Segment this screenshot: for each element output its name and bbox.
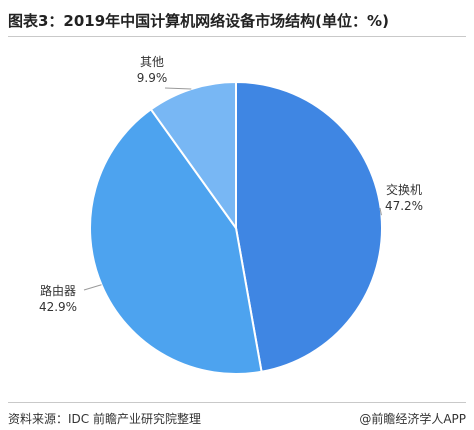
footer: 资料来源：IDC 前瞻产业研究院整理 @前瞻经济学人APP [0, 402, 474, 430]
pie-slice-router [89, 107, 263, 375]
leader-line [83, 284, 102, 291]
pie-chart: 交换机 47.2% 路由器 42.9% 其他 9.9% [39, 55, 423, 375]
chart-title: 图表3：2019年中国计算机网络设备市场结构(单位：%) [8, 12, 389, 30]
title-divider [8, 36, 466, 37]
slice-label-other: 其他 [140, 55, 164, 69]
source-note: 资料来源：IDC 前瞻产业研究院整理 [8, 412, 201, 426]
leader-line [164, 87, 192, 90]
slice-value-other: 9.9% [137, 71, 168, 85]
footer-divider [8, 402, 466, 403]
credit-note: @前瞻经济学人APP [359, 412, 466, 426]
leader-line [379, 207, 382, 216]
slice-value-switch: 47.2% [385, 199, 423, 213]
slice-value-router: 42.9% [39, 300, 77, 314]
slice-label-switch: 交换机 [386, 182, 422, 197]
pie-slices [89, 80, 383, 375]
pie-slice-switch [235, 80, 383, 373]
leader-lines [83, 87, 382, 291]
slice-label-router: 路由器 [40, 283, 76, 298]
